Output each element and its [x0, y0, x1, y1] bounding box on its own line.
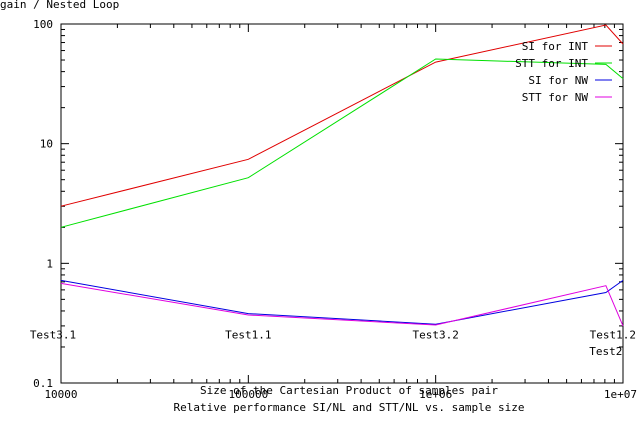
- annotations: Test3.1 Test1.1 Test3.2 Test1.2 Test2: [30, 328, 636, 358]
- series-line: [60, 24, 624, 207]
- annotation-label: Test1.2: [590, 328, 636, 341]
- legend-label: SI for NW: [528, 74, 588, 87]
- x-tick-label: 1e+07: [604, 388, 637, 401]
- legend: SI for INT STT for INT SI for NW STT for NW: [515, 40, 612, 104]
- x-tick-label: 10000: [44, 388, 77, 401]
- x-tick-label: 1e+06: [419, 388, 452, 401]
- annotation-label: Test2: [589, 345, 622, 358]
- annotation-label: Test3.2: [412, 328, 458, 341]
- x-axis-ticks: 10000 100000 1e+06 1e+07: [44, 24, 637, 401]
- y-tick-label: 100: [33, 18, 53, 31]
- annotation-label: Test3.1: [30, 328, 76, 341]
- y-tick-label: 0.1: [33, 377, 53, 390]
- series-line: [60, 279, 624, 325]
- annotation-label: Test1.1: [225, 328, 271, 341]
- y-axis-ticks: 0.1 1 10 100: [33, 18, 623, 390]
- series-line: [60, 58, 624, 228]
- legend-label: SI for INT: [522, 40, 589, 53]
- legend-label: STT for INT: [515, 57, 588, 70]
- plot-frame: [60, 23, 624, 384]
- x-tick-label: 100000: [228, 388, 268, 401]
- y-tick-label: 10: [40, 138, 53, 151]
- y-tick-label: 1: [46, 257, 53, 270]
- series-lines: [60, 24, 624, 327]
- y-axis-label: gain / Nested Loop: [0, 0, 119, 11]
- x-axis-label: Size of the Cartesian Product of samples…: [200, 384, 498, 397]
- chart-caption: Relative performance SI/NL and STT/NL vs…: [174, 401, 525, 414]
- legend-label: STT for NW: [522, 91, 589, 104]
- series-line: [60, 282, 624, 327]
